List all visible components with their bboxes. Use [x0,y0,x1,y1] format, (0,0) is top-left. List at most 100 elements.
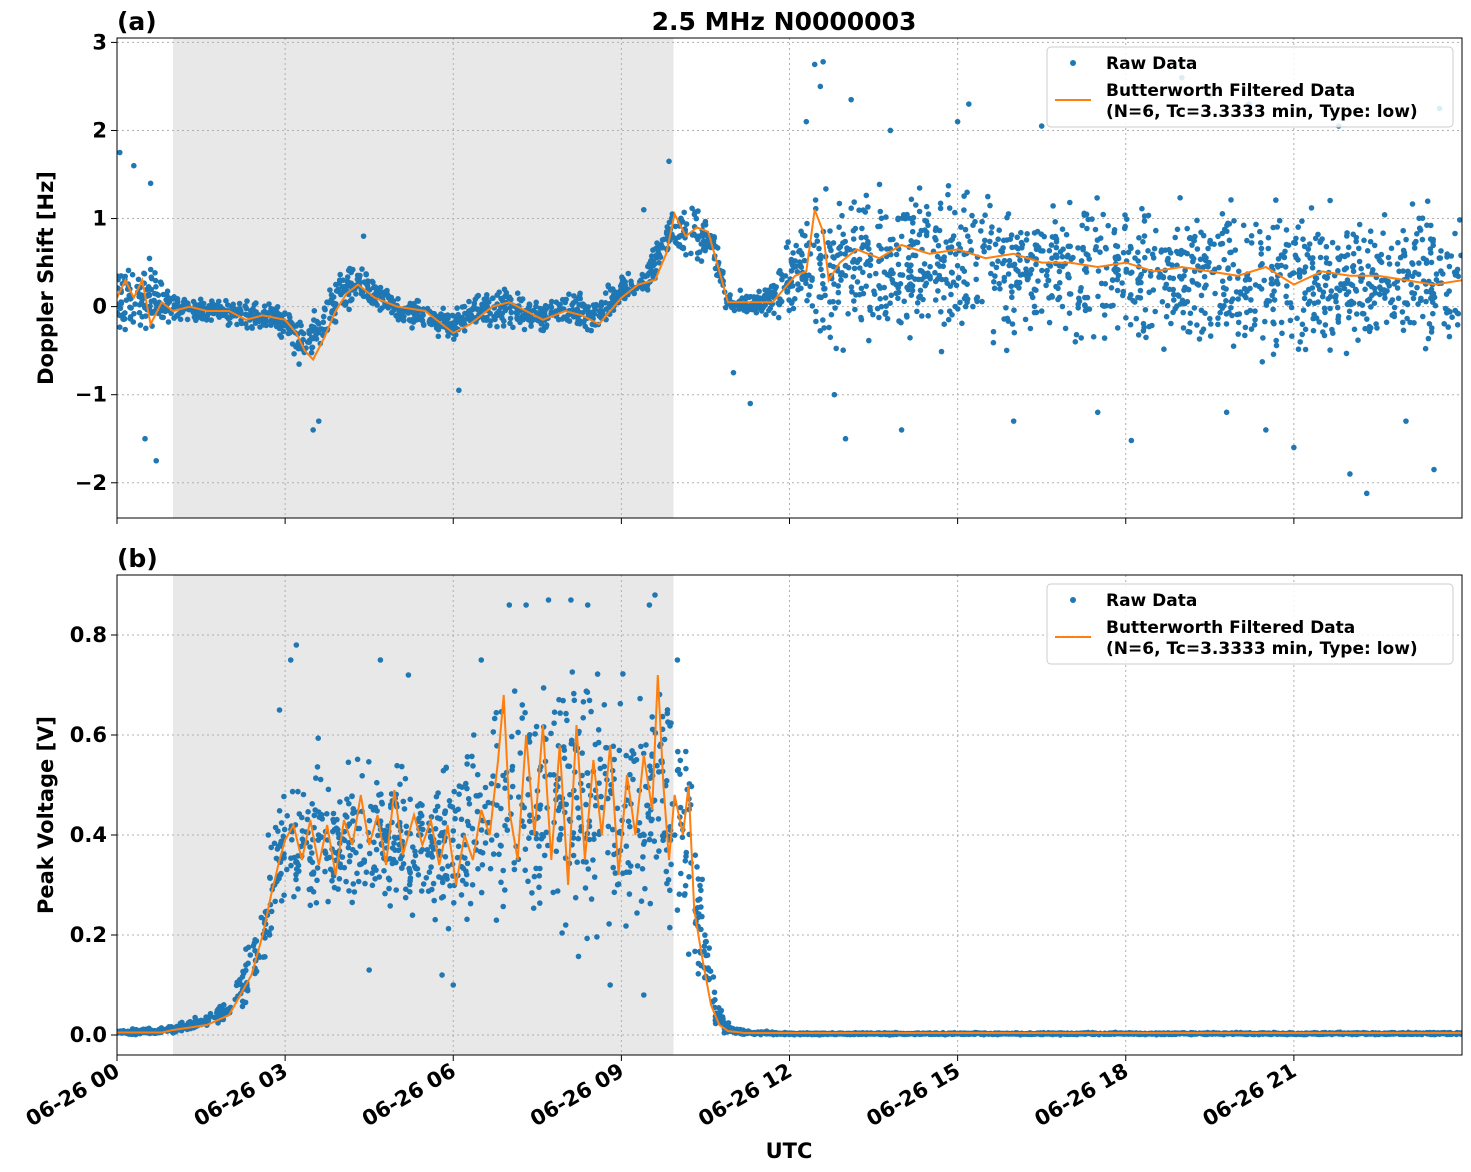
raw-data-point [1271,288,1277,294]
raw-data-point [504,816,511,823]
raw-data-point [617,700,624,707]
raw-data-point [766,307,772,314]
raw-data-point [1230,261,1237,268]
raw-data-point [267,874,273,881]
raw-data-point [753,303,759,309]
raw-data-point [117,285,121,291]
raw-data-point [992,241,999,248]
raw-data-point [354,870,360,877]
raw-data-point [854,279,861,285]
raw-data-point [588,708,594,715]
raw-data-point [281,311,288,318]
raw-data-point [802,272,809,278]
raw-data-point [1043,272,1050,279]
raw-data-point [268,908,275,915]
raw-data-point [1103,302,1110,309]
raw-data-point [575,835,582,842]
raw-data-point [1059,263,1066,270]
raw-data-point [816,245,822,252]
raw-data-point [610,743,617,750]
raw-data-point [1187,310,1194,317]
raw-data-point [978,228,984,234]
raw-data-point [550,889,556,896]
raw-data-point [1112,255,1119,262]
raw-data-point [571,697,578,704]
raw-data-point [790,305,797,312]
raw-data-point [1293,235,1299,242]
raw-data-point [580,715,586,721]
raw-data-point [387,903,394,909]
raw-data-point [1320,289,1327,296]
raw-data-point [258,914,265,921]
raw-data-point [848,284,855,290]
raw-data-point [1349,282,1356,289]
raw-data-point [681,209,687,216]
raw-data-point [1365,263,1371,269]
raw-data-point [816,255,822,261]
raw-data-point [309,801,316,807]
raw-data-point [653,854,660,860]
raw-data-point [798,250,805,256]
raw-data-point [487,865,494,872]
raw-data-point [354,756,361,763]
raw-data-point [1332,294,1339,301]
raw-data-point [325,898,331,905]
raw-data-point [876,258,882,265]
raw-data-point [827,334,834,341]
raw-data-point [556,836,563,843]
raw-data-point [431,897,438,904]
raw-data-point [1274,224,1280,230]
raw-data-point [1300,236,1306,242]
raw-data-point [272,824,279,831]
raw-data-point [856,207,862,213]
raw-data-point [504,827,511,833]
raw-data-point [330,810,337,817]
raw-data-point [1053,283,1059,290]
raw-data-point [522,867,528,874]
raw-data-point [818,294,824,301]
raw-data-point [1135,294,1141,301]
raw-data-point [1376,256,1383,263]
raw-data-point [934,253,941,260]
raw-data-point [327,287,333,293]
raw-data-point [284,813,291,819]
raw-data-point [904,261,910,268]
raw-data-point [1006,262,1012,269]
raw-data-point [164,292,170,298]
raw-data-point [1441,321,1447,327]
raw-data-point [1442,305,1449,312]
raw-data-point [350,881,357,887]
raw-data-point [1444,254,1450,260]
raw-data-point [901,298,907,305]
raw-data-point [521,326,528,333]
raw-data-point [1429,292,1435,298]
raw-data-point [1257,228,1263,235]
raw-data-point [432,807,439,814]
legend-filtered-params: (N=6, Tc=3.3333 min, Type: low) [1106,102,1418,122]
raw-data-point [1247,285,1253,292]
raw-data-point [630,776,636,783]
raw-data-point [1038,231,1045,237]
raw-data-point [1045,277,1052,284]
raw-data-point [785,239,791,245]
raw-data-point [1082,307,1089,314]
raw-data-point [627,823,633,830]
raw-data-point [557,831,564,838]
raw-data-point [1049,255,1055,261]
raw-data-point [1057,280,1063,286]
raw-data-point [310,869,317,875]
raw-data-point [1067,291,1074,297]
raw-data-point [517,319,523,326]
raw-data-point [1367,238,1374,245]
raw-data-outlier [640,206,647,213]
raw-data-point [309,344,316,351]
raw-data-point [603,744,609,751]
raw-data-point [563,710,569,717]
raw-data-point [1141,218,1148,224]
raw-data-point [657,245,663,251]
raw-data-point [973,276,979,283]
raw-data-point [938,348,945,355]
raw-data-point [160,314,166,321]
raw-data-point [807,283,813,290]
raw-data-point [664,707,671,713]
